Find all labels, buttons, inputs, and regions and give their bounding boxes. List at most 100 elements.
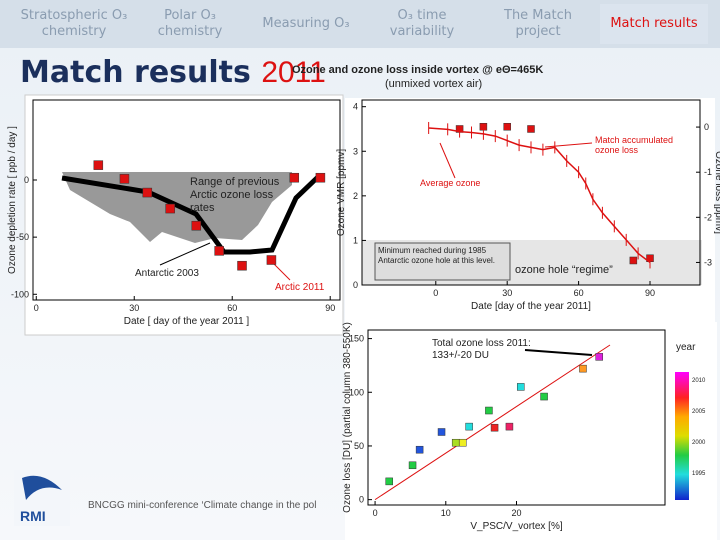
- y2-axis-label: Ozone loss [ppmv]: [713, 151, 720, 234]
- x-axis-label: Date [day of the year 2011]: [471, 301, 591, 312]
- y-tick-label: 0: [24, 175, 29, 185]
- title: Match results 2011: [20, 55, 326, 90]
- scatter-point: [540, 392, 548, 401]
- right-title: Ozone and ozone loss inside vortex @ eΘ=…: [292, 64, 544, 76]
- plot-frame: [361, 99, 701, 286]
- scatter-point: [459, 438, 467, 447]
- x-tick-label: 30: [502, 288, 512, 298]
- y2-tick-label: -2: [704, 212, 712, 222]
- annotation: Minimum reached during 1985 Antarctic oz…: [378, 246, 495, 265]
- annotation: ozone hole “regime”: [515, 264, 613, 276]
- y-tick-label: 150: [349, 334, 364, 344]
- ozone-point: [503, 122, 511, 131]
- y-tick-label: 3: [353, 146, 358, 156]
- y-tick-label: 0: [353, 280, 358, 290]
- colorbar-label: 2010: [692, 378, 706, 384]
- nav-tab[interactable]: O₃ time variability: [389, 8, 455, 39]
- data-point: [93, 160, 104, 170]
- y-tick-label: -100: [11, 289, 29, 299]
- x-tick-label: 0: [34, 303, 39, 313]
- data-point: [289, 172, 300, 183]
- y2-tick-label: -1: [704, 167, 712, 177]
- annotation: Antarctic 2003: [135, 268, 199, 279]
- arrow: [271, 261, 291, 281]
- annotation: Range of previous Arctic ozone loss rate…: [190, 176, 280, 214]
- plot-frame: [32, 99, 341, 301]
- y2-tick-label: -3: [704, 257, 712, 267]
- data-point: [165, 203, 175, 214]
- scatter-point: [465, 422, 473, 431]
- logo-text: RMI: [20, 508, 46, 524]
- note-box: [374, 242, 511, 281]
- scatter-point: [505, 422, 514, 431]
- annotation: Arctic 2011: [275, 282, 325, 293]
- scatter-point: [415, 445, 424, 454]
- footer: BNCGG mini-conference ‘Climate change in…: [88, 500, 317, 511]
- nav-tab[interactable]: Polar O₃ chemistry: [157, 8, 223, 39]
- ozone-point: [527, 125, 535, 133]
- nav-tab[interactable]: Match results: [600, 4, 708, 44]
- y-tick-label: -50: [16, 232, 29, 242]
- data-point: [266, 255, 277, 265]
- y-tick-label: 50: [354, 441, 364, 451]
- scatter-panel: [345, 322, 717, 540]
- data-point: [142, 187, 153, 198]
- x-tick-label: 60: [574, 288, 584, 298]
- data-point: [237, 260, 247, 271]
- colorbar: [675, 372, 689, 500]
- x-tick-label: 20: [511, 508, 521, 518]
- arrow: [439, 142, 456, 179]
- colorbar-title: year: [676, 342, 696, 353]
- data-point: [214, 246, 224, 256]
- scatter-point: [437, 428, 446, 436]
- x-tick-label: 30: [129, 303, 139, 313]
- antarctic-line: [61, 173, 322, 255]
- colorbar-label: 2005: [692, 409, 706, 415]
- scatter-point: [385, 477, 393, 486]
- x-tick-label: 0: [433, 288, 438, 298]
- x-tick-label: 0: [373, 508, 378, 518]
- x-axis-label: V_PSC/V_vortex [%]: [470, 521, 562, 532]
- arrow: [159, 242, 211, 266]
- x-tick-label: 90: [325, 303, 335, 313]
- y-tick-label: 4: [353, 102, 358, 112]
- y2-tick-label: 0: [704, 122, 709, 132]
- y-axis-label: Ozone depletion rate [ ppb / day ]: [7, 126, 18, 274]
- title-year: 2011: [261, 56, 326, 89]
- y-tick-label: 2: [353, 191, 358, 201]
- arrow: [524, 349, 593, 356]
- y-tick-label: 1: [353, 235, 358, 245]
- y-axis-label: Ozone loss [DU] (partial column 380-550K…: [342, 322, 353, 513]
- y-tick-label: 0: [359, 495, 364, 505]
- scatter-point: [451, 438, 460, 447]
- logo-mark: [22, 475, 62, 500]
- title-text: Match results: [20, 55, 251, 90]
- scatter-point: [595, 353, 603, 361]
- arrow: [544, 142, 593, 148]
- x-axis-label: Date [ day of the year 2011 ]: [124, 316, 250, 327]
- colorbar-label: 2000: [692, 440, 706, 446]
- data-point: [191, 220, 202, 231]
- scatter-point: [579, 364, 587, 373]
- annotation: Total ozone loss 2011: 133+/-20 DU: [432, 338, 531, 361]
- annotation: Average ozone: [420, 178, 481, 188]
- data-point: [119, 174, 130, 184]
- plot-frame: [367, 329, 666, 506]
- loss-line: [428, 127, 651, 264]
- x-tick-label: 60: [227, 303, 237, 313]
- data-point: [315, 172, 326, 183]
- nav-tab[interactable]: Stratospheric O₃ chemistry: [20, 8, 128, 39]
- x-tick-label: 90: [645, 288, 655, 298]
- scatter-point: [490, 423, 499, 432]
- x-tick-label: 10: [441, 508, 451, 518]
- scatter-point: [516, 383, 525, 391]
- nav-tab[interactable]: Measuring O₃: [262, 16, 350, 31]
- colorbar-label: 1995: [692, 471, 706, 477]
- scatter-point: [485, 406, 493, 415]
- right-subtitle: (unmixed vortex air): [385, 78, 483, 90]
- ozone-point: [629, 256, 638, 265]
- scatter-point: [408, 461, 417, 470]
- nav-tab[interactable]: The Match project: [504, 8, 572, 39]
